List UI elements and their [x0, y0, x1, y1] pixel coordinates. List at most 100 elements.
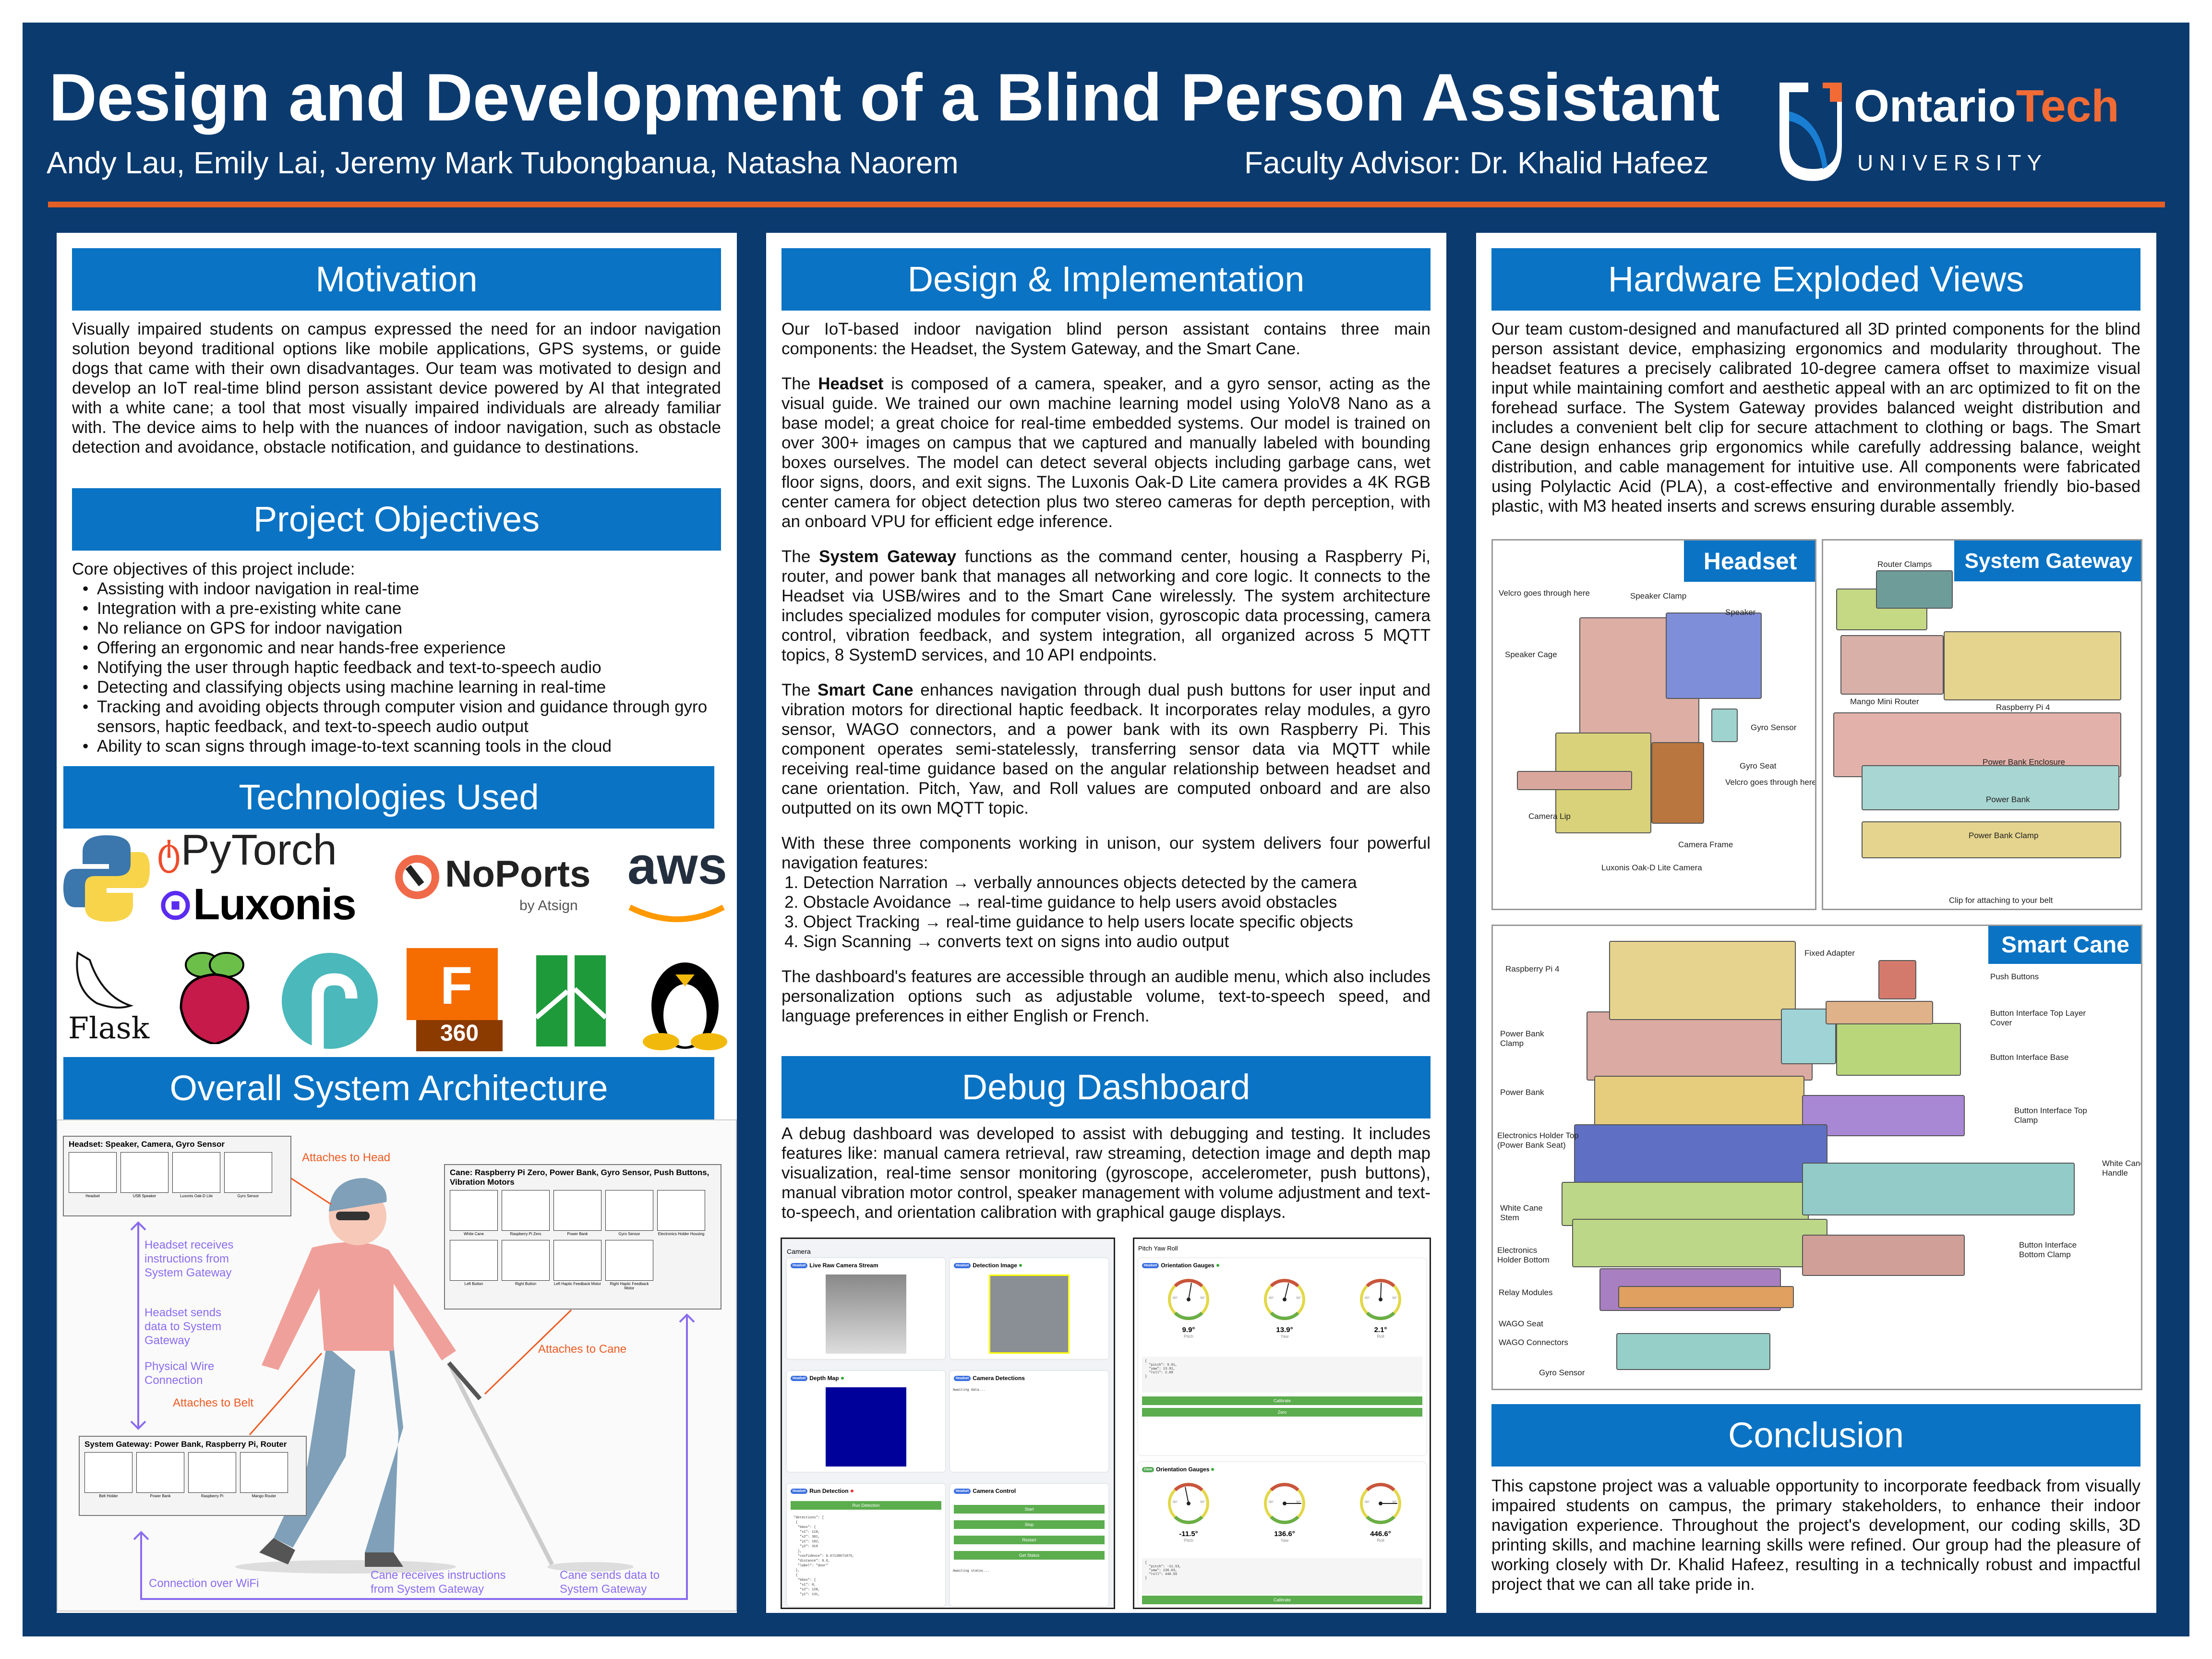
camera-control-button[interactable]: Stop — [954, 1520, 1105, 1529]
part-label: Push Buttons — [1990, 972, 2039, 981]
column-right: Hardware Exploded Views Our team custom-… — [1476, 233, 2156, 1613]
calibrate-button[interactable]: Calibrate — [1142, 1596, 1422, 1604]
paragraph-lead: The — [781, 547, 819, 566]
component-image — [188, 1452, 236, 1493]
calibrate-button[interactable]: Calibrate — [1142, 1396, 1422, 1405]
part-label: Speaker Cage — [1505, 650, 1557, 659]
card-header: Headset Run Detection — [787, 1484, 945, 1498]
objective-item: Ability to scan signs through image-to-t… — [83, 736, 734, 756]
objectives-intro: Core objectives of this project include: — [72, 560, 355, 578]
power-bank-part — [1594, 1076, 1804, 1132]
hardware-text: Our team custom-designed and manufacture… — [1491, 320, 2140, 516]
headset-box: Headset: Speaker, Camera, Gyro Sensor Hea… — [63, 1136, 291, 1216]
component-thumbnail: Left Haptic Feedback Motor — [553, 1240, 601, 1290]
component-box-title: Headset: Speaker, Camera, Gyro Sensor — [69, 1140, 225, 1149]
flow-label: Physical Wire Connection — [144, 1360, 215, 1387]
gauge-dial — [1264, 1279, 1305, 1320]
linux-tux-icon — [643, 962, 727, 1050]
component-caption: Belt Holder — [99, 1494, 118, 1498]
logo-wordmark: OntarioTech — [1854, 80, 2119, 132]
component-image — [502, 1240, 550, 1281]
part-label: Router Clamps — [1877, 560, 1932, 569]
component-caption: Right Button — [515, 1282, 537, 1286]
component-thumbnail: Electronics Holder Housing — [657, 1190, 705, 1236]
component-image — [84, 1452, 132, 1493]
gauge-pitch: -90° 90° 9.9° Pitch — [1162, 1275, 1215, 1339]
raspberry-pi-part — [1609, 941, 1796, 1020]
dashboard-card: Headset Camera Detections Awaiting data... — [950, 1371, 1108, 1472]
attach-label: Attaches to Head — [302, 1151, 391, 1164]
component-caption: Left Button — [464, 1282, 483, 1286]
speaker-part — [1666, 613, 1762, 699]
motivation-text: Visually impaired students on campus exp… — [72, 320, 721, 457]
component-thumbnail: Headset — [69, 1152, 117, 1198]
component-caption: Raspberry Pi — [201, 1494, 224, 1498]
component-image — [605, 1240, 653, 1281]
camera-control-button[interactable]: Start — [954, 1505, 1105, 1514]
run-detection-button[interactable]: Run Detection — [791, 1501, 941, 1510]
design-paragraph: The System Gateway functions as the comm… — [781, 547, 1431, 665]
awaiting-data-text: Awaiting data... — [953, 1388, 986, 1392]
ontario-tech-shield-icon — [1779, 83, 1842, 181]
noports-icon — [395, 855, 439, 899]
luxonis-wordmark: Luxonis — [193, 880, 357, 929]
holder-top-part — [1574, 1124, 1827, 1189]
component-name: Headset — [818, 374, 884, 393]
gauge-dial — [1168, 1483, 1209, 1524]
component-caption: White Cane — [464, 1232, 484, 1236]
component-caption: Headset — [85, 1194, 100, 1198]
design-paragraphs: The Headset is composed of a camera, spe… — [781, 374, 1431, 818]
part-label: Power Bank Clamp — [1969, 831, 2039, 840]
zero-button[interactable]: Zero — [1142, 1408, 1422, 1417]
card-header: Headset Detection Image — [950, 1258, 1108, 1273]
debug-text: A debug dashboard was developed to assis… — [781, 1124, 1431, 1222]
status-dot — [841, 1377, 844, 1380]
component-image — [136, 1452, 184, 1493]
gauges-section-title: Pitch Yaw Roll — [1138, 1245, 1178, 1252]
objective-item: No reliance on GPS for indoor navigation — [83, 618, 734, 638]
noports-wordmark: NoPorts — [445, 853, 591, 895]
card-title: Camera Detections — [973, 1375, 1025, 1382]
dashboard-camera-screenshot: Camera Headset Live Raw Camera Stream Heads… — [781, 1238, 1115, 1609]
holder-bottom-part — [1572, 1219, 1827, 1267]
part-label: Button Interface Top Clamp — [2014, 1106, 2087, 1125]
gauge-yaw: -90° 90° 136.6° Yaw — [1258, 1479, 1311, 1543]
component-caption: Luxonis Oak-D Lite — [180, 1194, 213, 1198]
gauge-label: Yaw — [1280, 1538, 1289, 1543]
noports-sub: by Atsign — [519, 898, 578, 914]
part-label: Camera Frame — [1678, 840, 1733, 849]
flow-label: Headset receives instructions from Syste… — [144, 1238, 234, 1279]
component-image — [605, 1190, 653, 1231]
part-label: Mango Mini Router — [1850, 697, 1919, 706]
technology-logos: ტPyTorch ⊙Luxonis NoPorts by Atsign aws … — [63, 826, 731, 1051]
part-label: Button Interface Bottom Clamp — [2019, 1240, 2077, 1259]
bottom-clamp-part — [1802, 1235, 1965, 1276]
camera-control-button[interactable]: Restart — [954, 1536, 1105, 1544]
headset-exploded-view: Headset Velcro goes through here Speaker C… — [1491, 539, 1816, 910]
gauge-tick-right: 90° — [1200, 1501, 1205, 1504]
flask-horn-icon — [76, 951, 134, 1009]
part-label: Electronics Holder Bottom — [1497, 1246, 1550, 1264]
fusion-360-letter: F — [440, 956, 473, 1015]
objective-item: Detecting and classifying objects using … — [83, 677, 734, 697]
objective-item: Integration with a pre-existing white ca… — [83, 599, 734, 618]
gauge-value: 136.6° — [1274, 1530, 1295, 1538]
headset-gauges-card: Headset Orientation Gauges -90° 90° 9.9° Pitc… — [1138, 1258, 1426, 1455]
cane-handle-part — [1802, 1163, 2075, 1215]
design-paragraph: The Smart Cane enhances navigation throu… — [781, 680, 1431, 818]
gauge-label: Roll — [1377, 1538, 1384, 1543]
card-title: Run Detection — [809, 1488, 849, 1494]
component-image — [450, 1190, 498, 1231]
camera-control-button[interactable]: Get Status — [954, 1551, 1105, 1560]
objectives-header: Project Objectives — [72, 488, 721, 551]
attach-label: Attaches to Cane — [538, 1343, 627, 1356]
green-h-logo-icon — [536, 955, 608, 1046]
component-image — [120, 1152, 168, 1193]
component-box-title: Cane: Raspberry Pi Zero, Power Bank, Gyr… — [450, 1168, 709, 1187]
flow-label: Cane sends data to System Gateway — [560, 1569, 660, 1596]
luxonis-eye-icon: ⊙ — [157, 880, 194, 929]
component-thumbnail: Right Haptic Feedback Motor — [605, 1240, 653, 1290]
part-label: White Cane Stem — [1500, 1203, 1543, 1222]
paragraph-body: is composed of a camera, speaker, and a … — [781, 374, 1431, 531]
camera-section-title: Camera — [787, 1248, 811, 1255]
